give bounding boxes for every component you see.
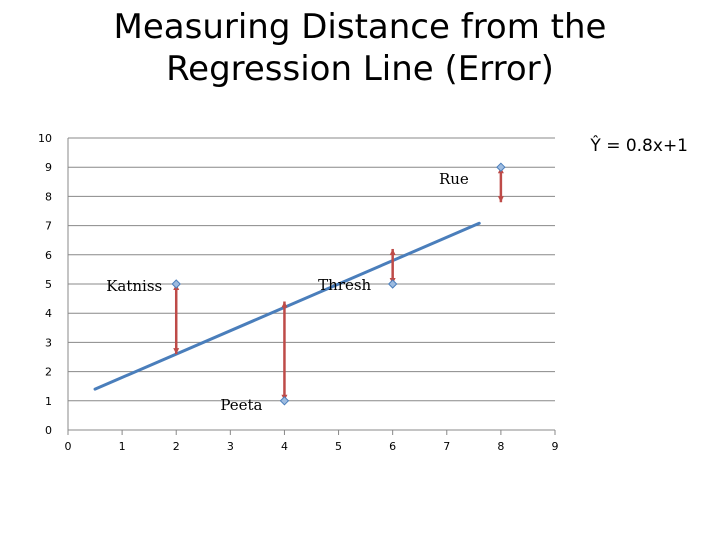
x-tick-label: 4 <box>281 440 288 453</box>
point-label-peeta: Peeta <box>220 396 262 414</box>
point-label-katniss: Katniss <box>106 277 162 295</box>
error-arrowhead <box>173 348 180 355</box>
y-tick-label: 6 <box>45 249 52 262</box>
axis-layer: 0 1 2 3 4 5 6 7 8 9 10 0 1 2 3 4 5 6 7 8 9 <box>38 132 559 453</box>
point-label-rue: Rue <box>439 170 469 188</box>
label-layer: Katniss Peeta Thresh Rue Ŷ = 0.8x+1 <box>106 134 688 414</box>
y-tick-label: 9 <box>45 161 52 174</box>
x-tick-label: 0 <box>65 440 72 453</box>
y-tick-label: 10 <box>38 132 52 145</box>
error-arrowhead <box>497 196 504 203</box>
x-tick-label: 3 <box>227 440 234 453</box>
regression-line <box>93 221 481 391</box>
point-layer <box>171 162 506 406</box>
y-tick-label: 5 <box>45 278 52 291</box>
error-layer <box>173 167 504 401</box>
title-line-2: Regression Line (Error) <box>166 49 554 89</box>
data-point-thresh <box>387 279 398 289</box>
data-point-peeta <box>279 396 290 406</box>
regression-layer <box>93 221 481 391</box>
x-tick-label: 5 <box>335 440 342 453</box>
y-tick-label: 4 <box>45 307 52 320</box>
y-tick-label: 3 <box>45 336 52 349</box>
y-tick-label: 8 <box>45 190 52 203</box>
data-point-katniss <box>171 279 181 289</box>
error-arrowhead <box>389 248 396 255</box>
x-tick-label: 6 <box>389 440 396 453</box>
x-tick-label: 9 <box>552 440 559 453</box>
x-tick-label: 8 <box>497 440 504 453</box>
x-tick-label: 1 <box>119 440 126 453</box>
data-point-rue <box>496 162 506 172</box>
error-arrowhead <box>281 301 288 308</box>
title-line-1: Measuring Distance from the <box>113 7 607 47</box>
y-tick-label: 1 <box>45 395 52 408</box>
point-label-thresh: Thresh <box>318 276 371 294</box>
y-tick-label: 2 <box>45 366 52 379</box>
slide-title: Measuring Distance from the Regression L… <box>0 6 720 90</box>
y-tick-label: 7 <box>45 220 52 233</box>
equation-label: Ŷ = 0.8x+1 <box>589 134 688 156</box>
x-tick-label: 7 <box>443 440 450 453</box>
y-tick-label: 0 <box>45 424 52 437</box>
x-tick-label: 2 <box>173 440 180 453</box>
